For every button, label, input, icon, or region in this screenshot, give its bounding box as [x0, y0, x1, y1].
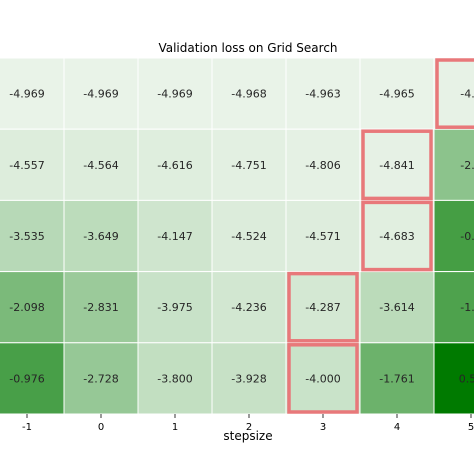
x-tick-label: 2 — [246, 422, 252, 433]
chart-title: Validation loss on Grid Search — [158, 41, 337, 55]
heatmap-cell — [137, 271, 213, 344]
heatmap-cell — [359, 57, 435, 130]
heatmap-cells — [0, 57, 474, 415]
heatmap-cell — [211, 271, 287, 344]
highlight-box — [361, 200, 433, 272]
heatmap-cell — [285, 199, 361, 273]
heatmap-cell — [137, 342, 213, 415]
cell-value-label: -4.9 — [460, 88, 474, 101]
heatmap-cell — [63, 342, 139, 415]
highlight-box — [435, 58, 474, 129]
highlight-box — [361, 129, 433, 201]
cell-value-label: -4.000 — [305, 372, 340, 385]
cell-value-label: -0.976 — [9, 372, 44, 385]
heatmap-cell — [0, 57, 65, 130]
cell-value-label: -4.965 — [379, 88, 414, 101]
x-tick-label: 0 — [98, 422, 104, 433]
cell-value-label: -4.683 — [379, 230, 414, 243]
heatmap-cell — [359, 128, 435, 201]
cell-value-label: -4.147 — [157, 230, 192, 243]
heatmap-cell — [137, 128, 213, 201]
highlight-boxes — [287, 58, 474, 414]
x-axis-label: stepsize — [223, 429, 272, 443]
heatmap-cell — [0, 271, 65, 344]
x-tick-label: 4 — [394, 422, 400, 433]
cell-value-label: -4.287 — [305, 301, 340, 314]
heatmap-cell — [433, 271, 474, 344]
cell-value-label: -4.841 — [379, 159, 414, 172]
highlight-box — [287, 271, 359, 343]
cell-value-label: -4.571 — [305, 230, 340, 243]
cell-value-label: -2.728 — [83, 372, 118, 385]
cell-value-label: -2.831 — [83, 301, 118, 314]
cell-value-label: -3.614 — [379, 301, 414, 314]
cell-value-label: -3.535 — [9, 230, 44, 243]
cell-value-label: -4.557 — [9, 159, 44, 172]
cell-value-label: -2.5 — [460, 159, 474, 172]
heatmap-cell — [0, 199, 65, 273]
cell-value-label: -1.1 — [460, 301, 474, 314]
x-tick-label: -1 — [22, 422, 32, 433]
cell-value-label: -4.963 — [305, 88, 340, 101]
cell-value-label: -4.969 — [157, 88, 192, 101]
cell-value-label: -4.564 — [83, 159, 118, 172]
x-tick-label: 1 — [172, 422, 178, 433]
cell-value-label: -4.751 — [231, 159, 266, 172]
cell-value-label: -4.968 — [231, 88, 266, 101]
heatmap-cell-labels: -4.969 -4.969 -4.969 -4.968 -4.963 -4.965 -4.9… — [9, 88, 474, 386]
cell-value-label: -4.236 — [231, 301, 266, 314]
heatmap-cell — [63, 57, 139, 130]
cell-value-label: -4.969 — [83, 88, 118, 101]
x-tick-label: 5 — [468, 422, 474, 433]
cell-value-label: -3.649 — [83, 230, 118, 243]
heatmap-cell — [433, 342, 474, 415]
cell-value-label: -3.800 — [157, 372, 192, 385]
heatmap-cell — [211, 342, 287, 415]
cell-value-label: 0.54 — [459, 372, 474, 385]
heatmap-cell — [433, 128, 474, 201]
heatmap-cell — [137, 199, 213, 273]
cell-value-label: -3.975 — [157, 301, 192, 314]
heatmap-cell — [211, 199, 287, 273]
cell-value-label: -4.616 — [157, 159, 192, 172]
heatmap-cell — [63, 199, 139, 273]
heatmap-cell — [285, 342, 361, 415]
cell-value-label: -2.098 — [9, 301, 44, 314]
cell-value-label: -3.928 — [231, 372, 266, 385]
heatmap-cell — [285, 57, 361, 130]
heatmap-cell — [211, 57, 287, 130]
cell-value-label: -4.969 — [9, 88, 44, 101]
heatmap-cell — [359, 271, 435, 344]
cell-value-label: -4.806 — [305, 159, 340, 172]
heatmap-cell — [63, 271, 139, 344]
heatmap-cell — [285, 128, 361, 201]
heatmap-cell — [433, 57, 474, 130]
x-axis-ticks: -1 0 1 2 3 4 5 — [22, 414, 474, 433]
cell-value-label: -0.9 — [460, 230, 474, 243]
x-tick-label: 3 — [320, 422, 326, 433]
cell-value-label: -4.524 — [231, 230, 266, 243]
cell-value-label: -1.761 — [379, 372, 414, 385]
highlight-box — [287, 343, 359, 414]
